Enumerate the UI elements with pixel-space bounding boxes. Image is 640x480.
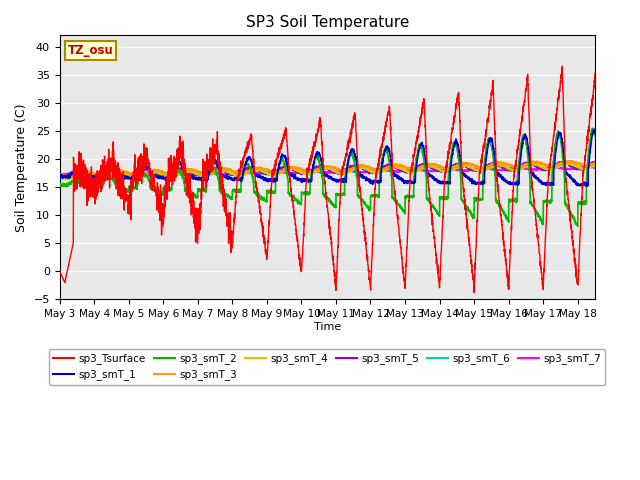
sp3_smT_1 xyxy=(579,183,586,189)
sp3_smT_6 xyxy=(402,168,410,174)
sp3_smT_6 xyxy=(83,174,90,180)
sp3_smT_5 xyxy=(559,159,566,165)
Line: sp3_Tsurface: sp3_Tsurface xyxy=(60,66,595,292)
Line: sp3_smT_6: sp3_smT_6 xyxy=(60,167,595,177)
sp3_Tsurface xyxy=(591,71,599,76)
sp3_smT_7 xyxy=(541,165,548,171)
Y-axis label: Soil Temperature (C): Soil Temperature (C) xyxy=(15,103,28,231)
sp3_smT_4 xyxy=(410,169,417,175)
sp3_smT_6 xyxy=(591,165,599,170)
sp3_smT_5 xyxy=(591,159,599,165)
sp3_smT_4 xyxy=(65,177,73,182)
sp3_smT_6 xyxy=(410,167,417,173)
sp3_smT_6 xyxy=(541,165,548,171)
Title: SP3 Soil Temperature: SP3 Soil Temperature xyxy=(246,15,409,30)
sp3_smT_1 xyxy=(223,172,230,178)
sp3_smT_4 xyxy=(56,174,63,180)
sp3_smT_7 xyxy=(402,167,410,173)
sp3_smT_7 xyxy=(223,171,231,177)
Line: sp3_smT_2: sp3_smT_2 xyxy=(60,128,595,227)
sp3_smT_3 xyxy=(65,175,73,180)
sp3_smT_4 xyxy=(541,166,548,171)
sp3_smT_4 xyxy=(175,171,182,177)
sp3_smT_3 xyxy=(410,166,417,171)
sp3_smT_1 xyxy=(56,173,63,179)
sp3_smT_2 xyxy=(589,125,596,131)
sp3_smT_7 xyxy=(77,173,85,179)
sp3_smT_4 xyxy=(402,168,410,174)
Text: TZ_osu: TZ_osu xyxy=(68,44,113,57)
sp3_smT_4 xyxy=(223,168,231,174)
sp3_smT_3 xyxy=(591,161,599,167)
sp3_smT_2 xyxy=(402,193,410,199)
sp3_smT_1 xyxy=(591,126,598,132)
sp3_smT_4 xyxy=(563,160,571,166)
sp3_smT_5 xyxy=(402,169,410,175)
sp3_smT_2 xyxy=(410,193,417,199)
sp3_smT_1 xyxy=(541,181,548,187)
sp3_smT_1 xyxy=(402,180,410,185)
sp3_smT_3 xyxy=(56,171,63,177)
sp3_smT_2 xyxy=(541,199,548,204)
sp3_Tsurface xyxy=(558,63,566,69)
sp3_smT_6 xyxy=(576,165,584,170)
sp3_smT_5 xyxy=(410,167,417,172)
sp3_smT_7 xyxy=(591,165,599,170)
sp3_smT_1 xyxy=(410,179,417,185)
sp3_smT_2 xyxy=(591,133,599,139)
sp3_smT_6 xyxy=(223,171,231,177)
sp3_smT_4 xyxy=(576,166,584,171)
sp3_smT_6 xyxy=(175,171,182,177)
sp3_smT_5 xyxy=(175,167,182,172)
sp3_smT_2 xyxy=(576,201,584,206)
sp3_smT_2 xyxy=(56,182,63,188)
sp3_Tsurface xyxy=(175,149,182,155)
sp3_Tsurface xyxy=(470,289,478,295)
sp3_smT_5 xyxy=(56,174,63,180)
sp3_Tsurface xyxy=(410,152,417,157)
Legend: sp3_Tsurface, sp3_smT_1, sp3_smT_2, sp3_smT_3, sp3_smT_4, sp3_smT_5, sp3_smT_6, : sp3_Tsurface, sp3_smT_1, sp3_smT_2, sp3_… xyxy=(49,349,605,384)
Line: sp3_smT_4: sp3_smT_4 xyxy=(60,163,595,180)
Line: sp3_smT_5: sp3_smT_5 xyxy=(60,162,595,179)
sp3_Tsurface xyxy=(541,246,548,252)
sp3_Tsurface xyxy=(223,213,230,218)
sp3_smT_1 xyxy=(591,130,599,136)
sp3_smT_3 xyxy=(541,162,548,168)
sp3_smT_1 xyxy=(175,161,182,167)
sp3_smT_2 xyxy=(223,193,230,199)
X-axis label: Time: Time xyxy=(314,322,341,332)
sp3_smT_3 xyxy=(563,158,570,164)
sp3_smT_3 xyxy=(402,164,410,170)
sp3_smT_6 xyxy=(582,164,590,169)
sp3_smT_2 xyxy=(175,167,182,173)
sp3_smT_5 xyxy=(223,169,231,175)
sp3_Tsurface xyxy=(56,268,63,274)
sp3_smT_2 xyxy=(574,224,582,229)
sp3_smT_5 xyxy=(541,167,548,172)
Line: sp3_smT_7: sp3_smT_7 xyxy=(60,166,595,176)
sp3_smT_4 xyxy=(591,161,599,167)
sp3_smT_3 xyxy=(576,161,584,167)
sp3_smT_3 xyxy=(175,170,182,176)
sp3_smT_1 xyxy=(576,183,584,189)
sp3_smT_6 xyxy=(56,173,63,179)
sp3_Tsurface xyxy=(576,230,584,236)
sp3_Tsurface xyxy=(402,269,410,275)
sp3_smT_7 xyxy=(576,164,584,170)
sp3_smT_3 xyxy=(223,167,231,172)
sp3_smT_7 xyxy=(584,163,591,169)
Line: sp3_smT_3: sp3_smT_3 xyxy=(60,161,595,178)
sp3_smT_7 xyxy=(175,170,182,176)
Line: sp3_smT_1: sp3_smT_1 xyxy=(60,129,595,186)
sp3_smT_5 xyxy=(60,176,67,181)
sp3_smT_7 xyxy=(56,172,63,178)
sp3_smT_5 xyxy=(576,166,584,171)
sp3_smT_7 xyxy=(410,166,417,172)
